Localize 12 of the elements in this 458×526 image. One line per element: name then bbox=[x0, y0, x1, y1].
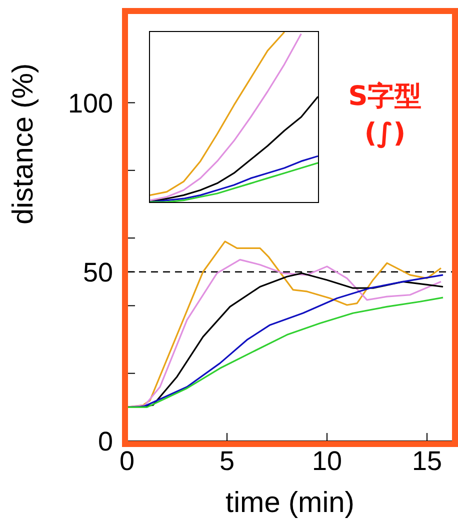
line-series bbox=[127, 296, 444, 408]
x-tick-label: 15 bbox=[412, 446, 442, 476]
y-tick-label: 50 bbox=[82, 257, 113, 288]
y-axis-title: distance (%) bbox=[7, 63, 40, 224]
x-tick-label: 0 bbox=[119, 446, 135, 476]
x-tick-label: 10 bbox=[312, 446, 342, 476]
x-tick-label: 5 bbox=[219, 446, 235, 476]
annotation: (∫) bbox=[363, 118, 407, 149]
y-tick-label: 100 bbox=[68, 88, 113, 118]
y-tick-label: 0 bbox=[98, 426, 113, 457]
x-axis-title: time (min) bbox=[226, 487, 354, 519]
annotation: S字型 bbox=[347, 80, 423, 114]
